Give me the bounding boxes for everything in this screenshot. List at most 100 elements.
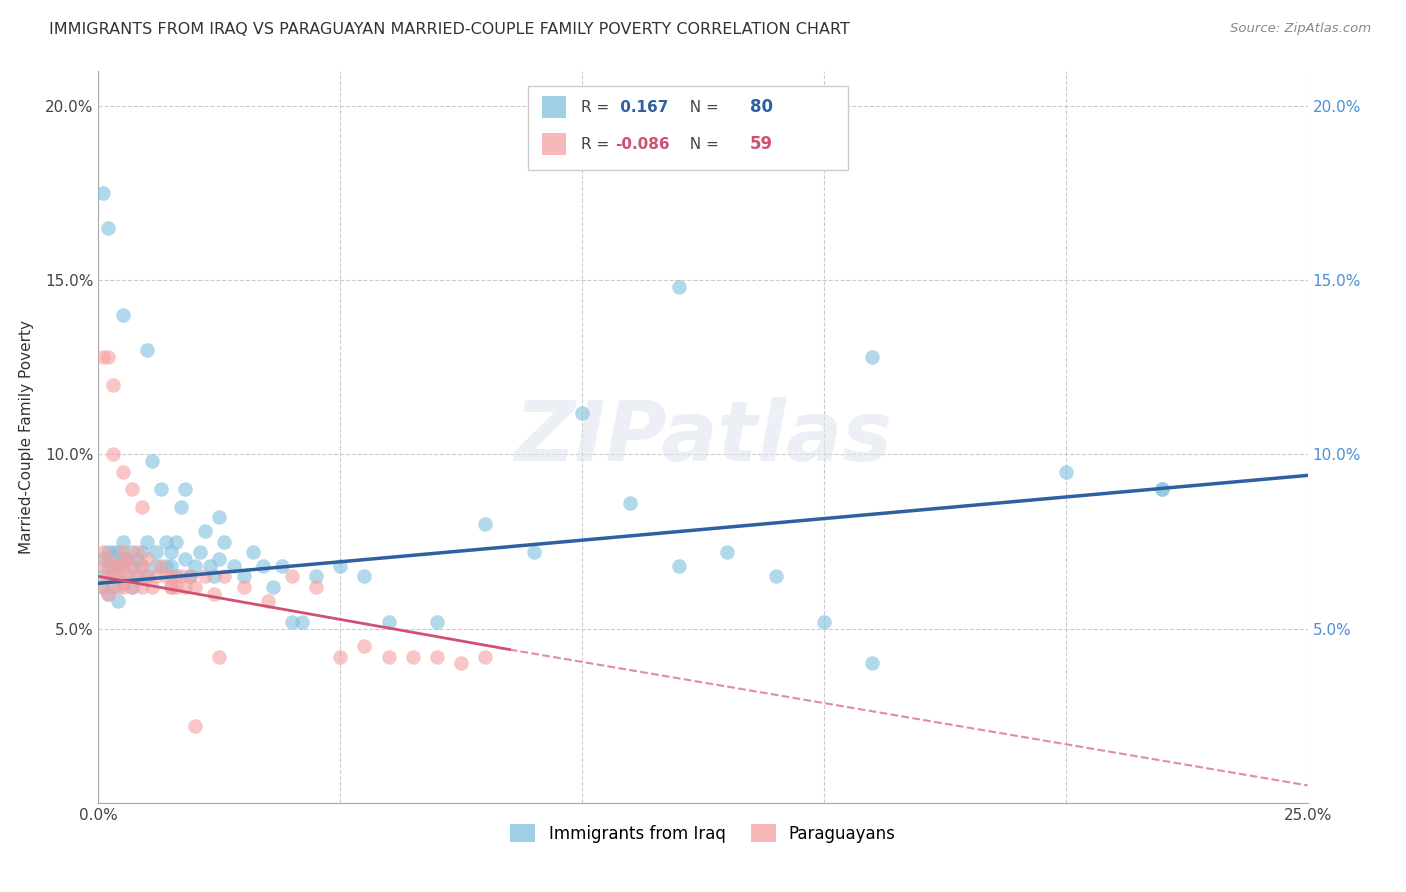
Point xyxy=(97,587,120,601)
Point xyxy=(474,649,496,664)
Point xyxy=(1152,483,1174,497)
Point xyxy=(174,552,197,566)
Point xyxy=(111,308,134,322)
Point xyxy=(281,615,304,629)
Point xyxy=(131,558,153,573)
Point xyxy=(160,569,183,583)
Point xyxy=(668,280,690,294)
Point xyxy=(426,649,449,664)
Point xyxy=(155,558,177,573)
Point xyxy=(101,558,124,573)
Point xyxy=(97,221,120,235)
Point xyxy=(169,500,191,514)
Point xyxy=(141,580,163,594)
Point xyxy=(165,580,187,594)
Point xyxy=(150,483,173,497)
Y-axis label: Married-Couple Family Poverty: Married-Couple Family Poverty xyxy=(20,320,34,554)
Point xyxy=(131,500,153,514)
Point xyxy=(107,558,129,573)
Point xyxy=(131,558,153,573)
Point xyxy=(184,558,207,573)
FancyBboxPatch shape xyxy=(543,96,567,119)
Point xyxy=(450,657,472,671)
Point xyxy=(107,580,129,594)
Point xyxy=(107,569,129,583)
Point xyxy=(212,534,235,549)
Text: R =: R = xyxy=(581,136,614,152)
Point xyxy=(232,580,254,594)
Point xyxy=(252,558,274,573)
Text: N =: N = xyxy=(681,136,724,152)
Point xyxy=(188,545,211,559)
Point xyxy=(353,639,375,653)
Point xyxy=(121,545,143,559)
Point xyxy=(91,580,114,594)
Point xyxy=(353,569,375,583)
Point xyxy=(121,558,143,573)
Point xyxy=(91,580,114,594)
Point xyxy=(281,569,304,583)
Point xyxy=(523,545,546,559)
Point xyxy=(91,569,114,583)
Point xyxy=(111,545,134,559)
Point xyxy=(305,580,328,594)
Point xyxy=(222,558,245,573)
Point xyxy=(377,615,399,629)
Point xyxy=(179,569,201,583)
Text: N =: N = xyxy=(681,100,724,115)
FancyBboxPatch shape xyxy=(543,134,567,155)
Text: 59: 59 xyxy=(751,136,773,153)
Point xyxy=(329,649,352,664)
Point xyxy=(135,343,157,357)
Point xyxy=(111,580,134,594)
Point xyxy=(127,545,149,559)
Point xyxy=(155,534,177,549)
Point xyxy=(141,454,163,468)
Point xyxy=(860,350,883,364)
Point xyxy=(135,552,157,566)
Point xyxy=(101,569,124,583)
Point xyxy=(198,558,221,573)
Point xyxy=(101,569,124,583)
Point xyxy=(121,558,143,573)
Point xyxy=(111,558,134,573)
Point xyxy=(97,350,120,364)
Point xyxy=(97,587,120,601)
Point xyxy=(121,580,143,594)
Point xyxy=(232,569,254,583)
Point xyxy=(91,552,114,566)
Point xyxy=(150,558,173,573)
Point xyxy=(155,569,177,583)
Point xyxy=(107,594,129,608)
Point xyxy=(305,569,328,583)
Point xyxy=(329,558,352,573)
Point xyxy=(860,657,883,671)
Point xyxy=(160,580,183,594)
Point xyxy=(117,552,139,566)
Text: 80: 80 xyxy=(751,98,773,116)
Point xyxy=(101,377,124,392)
Point xyxy=(184,719,207,733)
Point xyxy=(813,615,835,629)
Point xyxy=(174,483,197,497)
FancyBboxPatch shape xyxy=(527,86,848,170)
Point xyxy=(121,483,143,497)
Point xyxy=(97,552,120,566)
Point xyxy=(208,552,231,566)
Point xyxy=(765,569,787,583)
Point xyxy=(194,569,217,583)
Point xyxy=(290,615,312,629)
Point xyxy=(204,569,226,583)
Point xyxy=(262,580,284,594)
Point xyxy=(101,545,124,559)
Point xyxy=(402,649,425,664)
Point xyxy=(91,186,114,201)
Point xyxy=(208,649,231,664)
Point xyxy=(165,534,187,549)
Point xyxy=(97,558,120,573)
Text: R =: R = xyxy=(581,100,614,115)
Point xyxy=(117,552,139,566)
Point xyxy=(716,545,738,559)
Point xyxy=(179,569,201,583)
Point xyxy=(160,580,183,594)
